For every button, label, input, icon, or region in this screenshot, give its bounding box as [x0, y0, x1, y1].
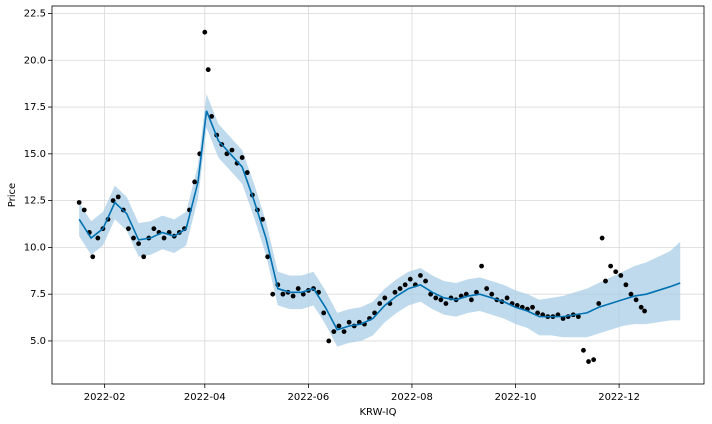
observed-point — [489, 291, 495, 297]
observed-point — [591, 357, 597, 363]
observed-point — [603, 278, 608, 284]
observed-point — [90, 254, 96, 260]
observed-point — [239, 155, 245, 160]
observed-point — [438, 297, 444, 303]
observed-point — [346, 319, 352, 325]
observed-point — [81, 207, 87, 213]
observed-point — [341, 329, 347, 335]
observed-point — [623, 282, 629, 288]
observed-point — [192, 179, 198, 185]
observed-point — [596, 301, 602, 306]
observed-point — [474, 289, 479, 295]
observed-point — [372, 310, 378, 316]
observed-point — [205, 67, 211, 73]
y-tick-label: 22.5 — [24, 8, 46, 19]
observed-point — [428, 291, 434, 297]
observed-point — [115, 194, 121, 200]
y-axis-label: Price — [7, 183, 18, 207]
observed-point — [535, 310, 541, 316]
y-tick-label: 17.5 — [24, 102, 46, 113]
observed-point — [131, 235, 136, 241]
observed-point — [224, 151, 230, 157]
observed-point — [260, 216, 265, 222]
x-tick-label: 2022-08 — [391, 392, 433, 403]
observed-point — [336, 323, 342, 329]
y-tick-label: 15.0 — [24, 149, 46, 160]
y-tick-label: 12.5 — [24, 196, 46, 207]
observed-point — [586, 359, 591, 364]
observed-point — [418, 273, 423, 278]
observed-point — [530, 304, 535, 310]
forecast-line — [78, 110, 681, 331]
observed-point — [618, 273, 624, 278]
y-tick-label: 5.0 — [30, 336, 46, 347]
observed-point — [141, 254, 147, 260]
observed-point — [95, 235, 101, 241]
observed-point — [402, 282, 408, 288]
x-tick-label: 2022-06 — [287, 392, 329, 403]
observed-point — [229, 147, 235, 153]
observed-point — [433, 295, 439, 301]
plot-frame — [51, 5, 705, 385]
observed-point — [628, 291, 634, 297]
observed-point — [126, 226, 131, 232]
y-tick-label: 20.0 — [24, 55, 46, 66]
observed-point — [321, 310, 327, 316]
observed-point — [244, 170, 250, 175]
observed-point — [443, 301, 449, 306]
observed-point — [599, 235, 605, 241]
observed-point — [151, 226, 157, 232]
observed-point — [479, 263, 484, 269]
observed-point — [407, 276, 413, 282]
x-tick-label: 2022-02 — [84, 392, 126, 403]
observed-point — [280, 291, 286, 297]
observed-point — [382, 295, 388, 301]
observed-point — [468, 297, 474, 303]
x-tick-label: 2022-04 — [184, 392, 226, 403]
observed-point — [638, 304, 644, 310]
observed-point — [270, 291, 276, 297]
observed-point — [326, 338, 332, 344]
observed-point — [202, 29, 208, 35]
observed-point — [575, 314, 581, 320]
observed-point — [642, 308, 647, 314]
x-tick-label: 2022-10 — [495, 392, 537, 403]
x-axis-label: KRW-IQ — [359, 407, 396, 418]
observed-point — [504, 295, 510, 301]
observed-point — [484, 286, 490, 291]
observed-point — [136, 241, 141, 247]
x-tick-label: 2022-12 — [598, 392, 640, 403]
observed-point — [423, 278, 428, 284]
forecast-band — [79, 93, 681, 347]
observed-point — [633, 297, 639, 303]
observed-point — [290, 293, 296, 299]
observed-point — [161, 235, 167, 241]
observed-point — [613, 269, 619, 275]
y-tick-label: 7.5 — [30, 289, 46, 300]
observed-point — [331, 329, 337, 335]
y-tick-label: 10.0 — [24, 242, 46, 253]
observed-point — [76, 200, 82, 205]
observed-point — [608, 263, 614, 269]
observed-point — [209, 114, 215, 119]
observed-point — [397, 286, 403, 291]
observed-point — [377, 301, 383, 306]
observed-point — [581, 347, 586, 353]
observed-point — [392, 289, 398, 295]
observed-point — [265, 254, 271, 260]
observed-point — [295, 286, 301, 291]
